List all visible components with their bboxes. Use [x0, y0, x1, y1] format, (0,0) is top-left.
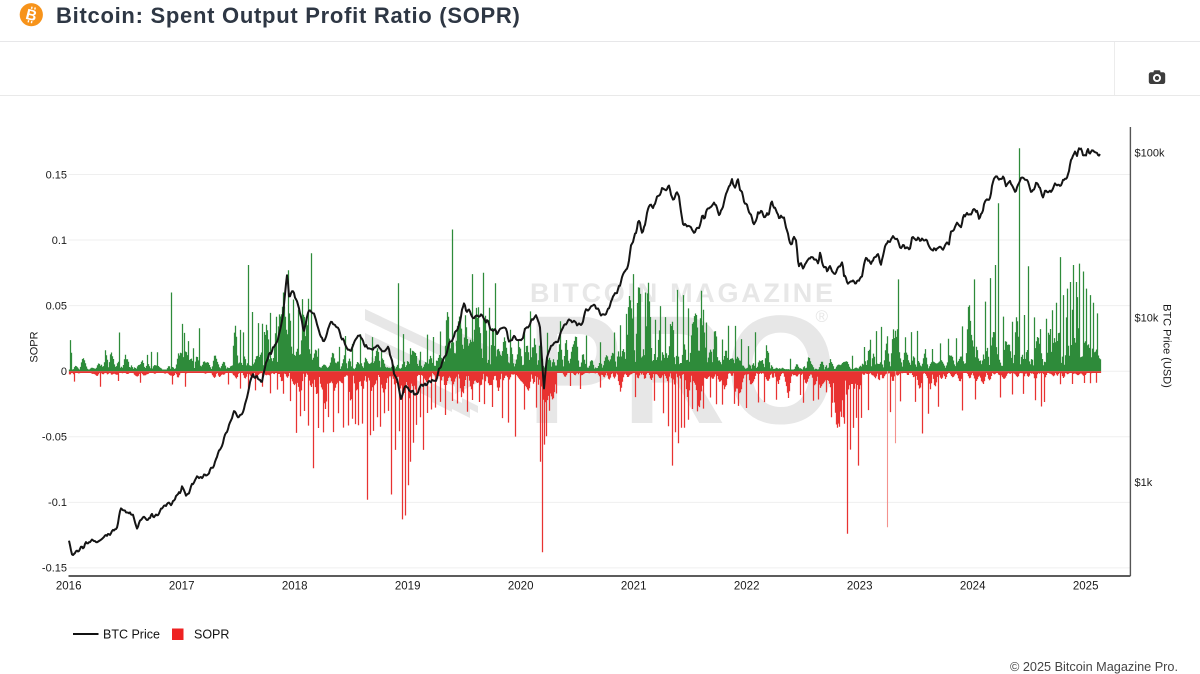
svg-text:2018: 2018	[282, 581, 308, 593]
svg-text:BTC Price: BTC Price	[103, 628, 160, 642]
svg-text:$100k: $100k	[1135, 148, 1165, 160]
svg-text:2022: 2022	[734, 581, 760, 593]
svg-text:SOPR: SOPR	[194, 628, 229, 642]
svg-text:2024: 2024	[960, 581, 986, 593]
svg-text:0.05: 0.05	[46, 300, 67, 312]
svg-text:0: 0	[61, 366, 67, 378]
svg-text:-0.05: -0.05	[42, 432, 67, 444]
svg-text:0.1: 0.1	[52, 235, 67, 247]
svg-text:SOPR: SOPR	[29, 331, 41, 362]
svg-text:2016: 2016	[56, 581, 82, 593]
svg-text:0.15: 0.15	[46, 169, 67, 181]
svg-text:$1k: $1k	[1135, 477, 1153, 489]
svg-text:-0.15: -0.15	[42, 563, 67, 575]
svg-text:© 2025 Bitcoin Magazine Pro.: © 2025 Bitcoin Magazine Pro.	[1010, 660, 1178, 674]
svg-text:BTC Price (USD): BTC Price (USD)	[1161, 304, 1173, 388]
svg-text:®: ®	[816, 307, 829, 326]
svg-text:2025: 2025	[1073, 581, 1099, 593]
svg-text:2019: 2019	[395, 581, 421, 593]
svg-text:-0.1: -0.1	[48, 497, 67, 509]
svg-text:2020: 2020	[508, 581, 534, 593]
svg-text:2021: 2021	[621, 581, 647, 593]
svg-text:2017: 2017	[169, 581, 195, 593]
svg-text:2023: 2023	[847, 581, 873, 593]
svg-text:$10k: $10k	[1135, 312, 1159, 324]
svg-text:B: B	[24, 6, 39, 25]
